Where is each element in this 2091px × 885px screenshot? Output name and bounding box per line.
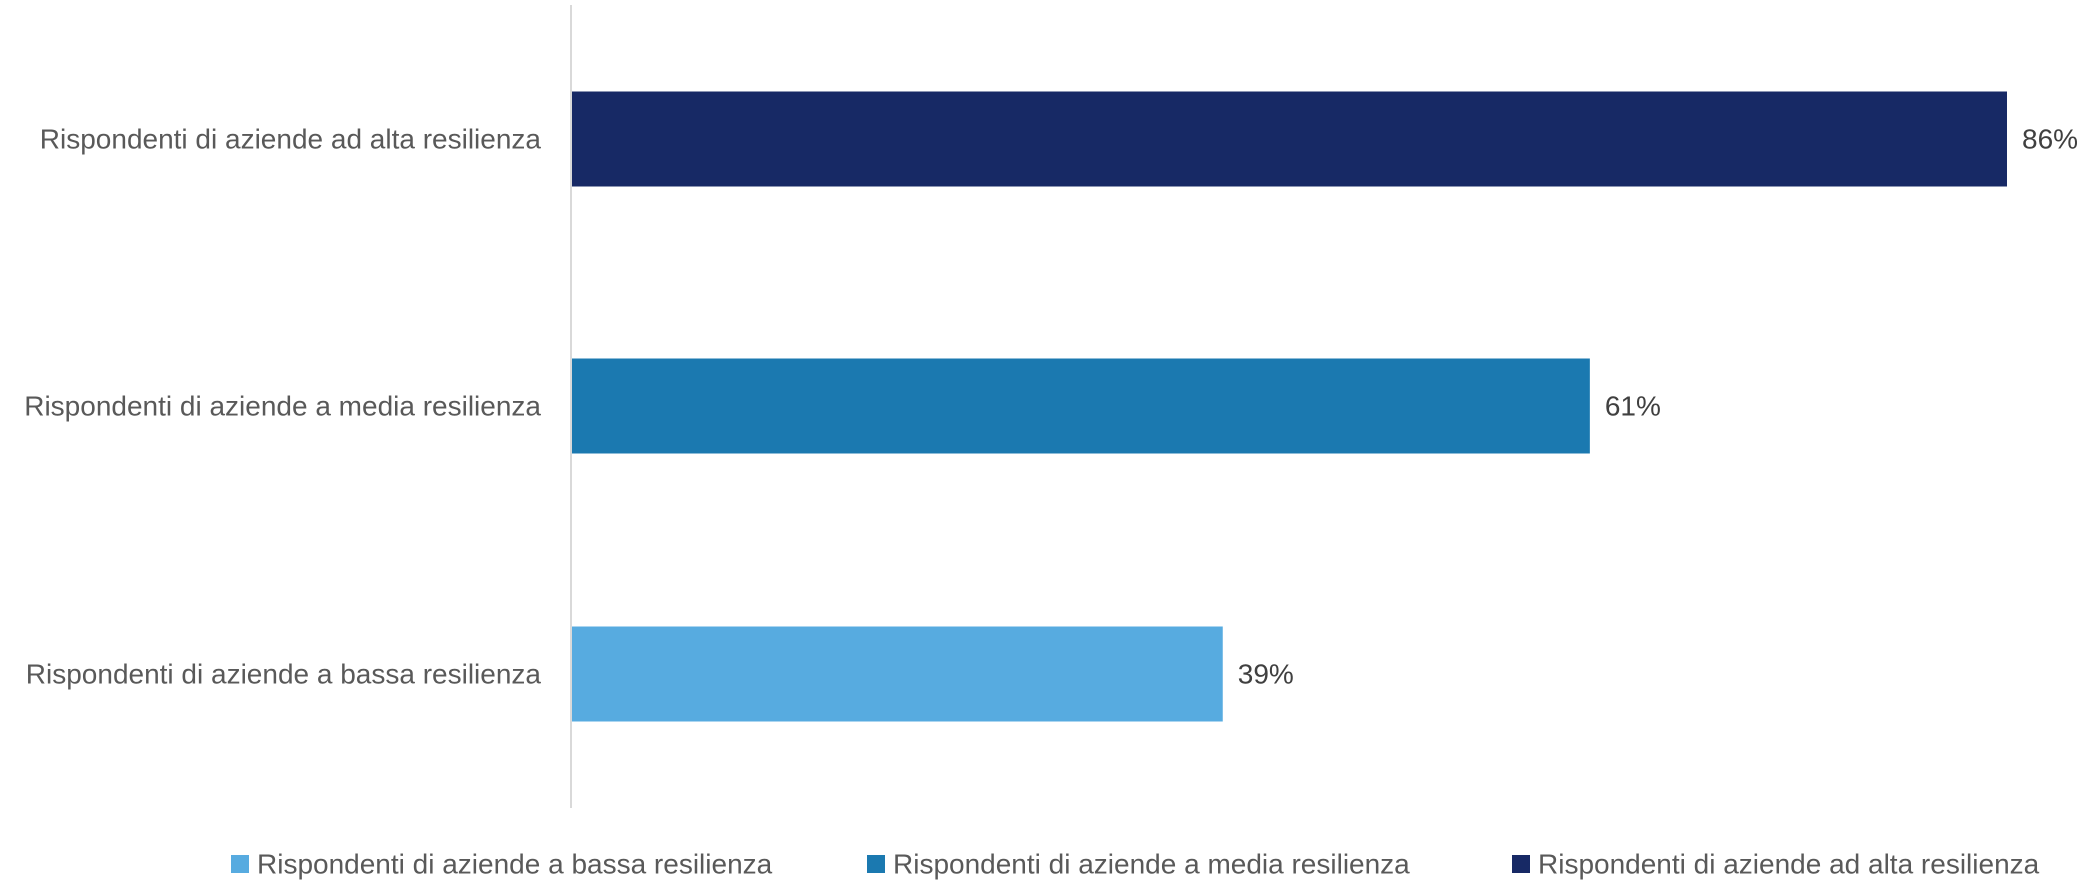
legend-label: Rispondenti di aziende a media resilienz… [893,849,1410,880]
category-label: Rispondenti di aziende ad alta resilienz… [40,124,542,155]
category-label: Rispondenti di aziende a media resilienz… [24,391,541,422]
bar [572,626,1223,722]
data-label: 61% [1605,391,1661,422]
data-label: 86% [2022,124,2078,155]
legend-swatch [867,855,885,873]
legend-label: Rispondenti di aziende a bassa resilienz… [257,849,773,880]
legend-label: Rispondenti di aziende ad alta resilienz… [1538,849,2040,880]
legend: Rispondenti di aziende a bassa resilienz… [231,849,2040,880]
bars-layer [572,91,2007,722]
data-label: 39% [1238,659,1294,690]
labels-layer: Rispondenti di aziende ad alta resilienz… [24,124,2078,690]
bar [572,358,1590,454]
bar [572,91,2007,187]
legend-swatch [231,855,249,873]
legend-swatch [1512,855,1530,873]
category-label: Rispondenti di aziende a bassa resilienz… [26,659,542,690]
